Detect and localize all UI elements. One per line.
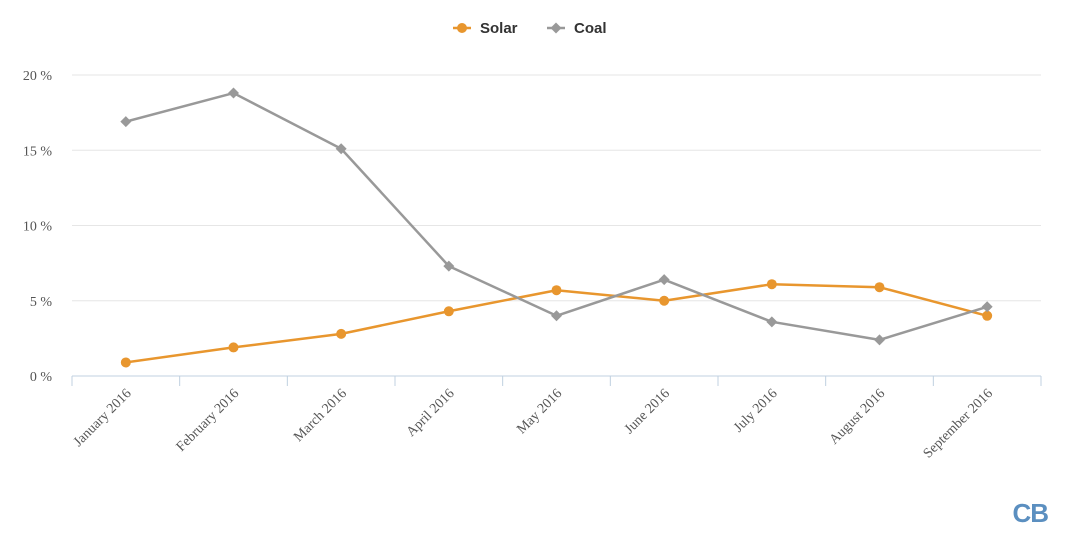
x-axis: January 2016 February 2016 March 2016 April… [71,375,1042,461]
y-tick-label: 5 % [30,295,53,310]
y-tick-label: 0 % [30,370,53,385]
legend-item-coal[interactable]: Coal [547,20,607,37]
y-axis: 0 % 5 % 10 % 15 % 20 % [23,69,53,385]
series-group [120,87,993,368]
solar-series-line [125,282,988,364]
x-tick-label: March 2016 [291,386,350,445]
legend-item-solar[interactable]: Solar [453,20,518,37]
x-tick-label: July 2016 [731,386,780,435]
x-tick-label: January 2016 [71,386,135,450]
coal-point[interactable] [443,260,455,272]
coal-point[interactable] [551,310,562,322]
y-tick-label: 20 % [23,69,53,84]
x-tick-label: April 2016 [404,386,458,440]
solar-legend-marker [457,23,467,33]
coal-legend-marker [550,22,562,34]
solar-point[interactable] [443,306,454,317]
solar-point[interactable] [120,357,131,368]
solar-legend-label: Solar [480,20,518,37]
coal-point[interactable] [874,334,885,346]
coal-series-line [125,91,988,342]
solar-point[interactable] [551,285,562,296]
solar-point[interactable] [659,295,670,306]
x-tick-label: August 2016 [827,386,888,447]
coal-point[interactable] [766,316,778,328]
watermark-logo: CB [1012,498,1049,528]
x-tick-label: June 2016 [622,386,673,437]
coal-point[interactable] [658,274,670,286]
solar-point[interactable] [766,279,777,290]
gridlines [72,74,1041,302]
solar-point[interactable] [874,282,885,293]
coal-point[interactable] [120,116,132,128]
coal-legend-label: Coal [574,20,607,37]
legend[interactable]: Solar Coal [453,20,607,37]
y-tick-label: 10 % [23,220,53,235]
coal-point[interactable] [228,87,239,99]
x-tick-label: February 2016 [174,386,243,455]
coal-point[interactable] [335,143,347,155]
solar-point[interactable] [336,328,347,339]
coal-point[interactable] [981,301,993,313]
x-tick-label: May 2016 [514,386,565,437]
y-tick-label: 15 % [23,144,53,159]
solar-point[interactable] [228,342,239,353]
solar-point[interactable] [982,310,993,321]
x-tick-label: September 2016 [921,386,996,461]
